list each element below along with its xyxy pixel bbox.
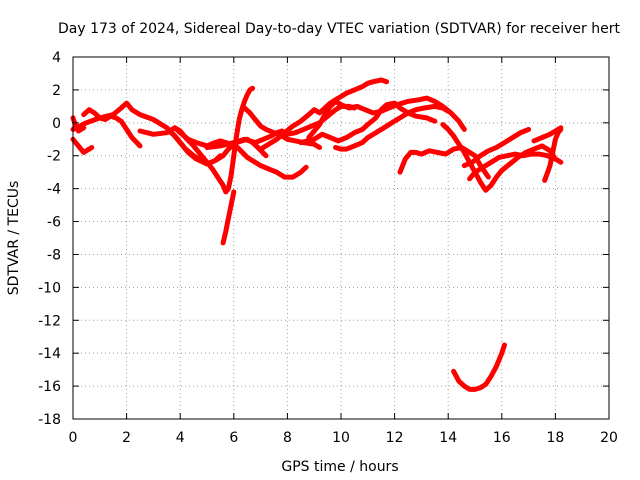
data-series-s17 — [467, 151, 564, 182]
data-series-s7 — [172, 85, 256, 195]
x-tick-label: 18 — [546, 430, 564, 446]
data-series-s21 — [451, 342, 507, 392]
x-tick-label: 6 — [229, 430, 238, 446]
chart-title: Day 173 of 2024, Sidereal Day-to-day VTE… — [58, 21, 620, 37]
data-series-s15 — [397, 145, 491, 180]
y-tick-label: -6 — [47, 215, 61, 231]
x-tick-label: 12 — [386, 430, 404, 446]
data-series-s20 — [542, 126, 564, 183]
x-tick-label: 4 — [176, 430, 185, 446]
y-tick-label: -12 — [38, 313, 61, 329]
data-series-s13 — [306, 95, 467, 141]
y-tick-label: -8 — [47, 247, 61, 263]
axis-ticks: 0 2 4 6 8 10 12 14 16 18 20-18-16-14-12-10-8-6-4-2… — [38, 50, 618, 446]
y-tick-label: 0 — [52, 116, 61, 132]
y-tick-label: -16 — [38, 379, 61, 395]
data-series-s1 — [70, 136, 95, 155]
y-tick-label: -14 — [38, 346, 61, 362]
y-tick-label: -10 — [38, 280, 61, 296]
x-axis-label: GPS time / hours — [281, 459, 398, 475]
x-tick-label: 2 — [122, 430, 131, 446]
data-series-s10 — [204, 103, 357, 150]
data-traces — [70, 77, 564, 392]
y-tick-label: -4 — [47, 182, 61, 198]
x-tick-label: 8 — [283, 430, 292, 446]
grid-lines — [73, 57, 609, 419]
x-tick-label: 10 — [332, 430, 350, 446]
y-tick-label: 2 — [52, 83, 61, 99]
y-tick-label: -18 — [38, 412, 61, 428]
data-series-s18 — [461, 126, 532, 169]
x-tick-label: 16 — [493, 430, 511, 446]
x-tick-label: 20 — [600, 430, 618, 446]
x-tick-label: 14 — [439, 430, 457, 446]
data-series-s14 — [333, 103, 451, 152]
y-tick-label: -2 — [47, 149, 61, 165]
data-series-s11 — [258, 77, 390, 152]
y-tick-label: 4 — [52, 50, 61, 66]
data-series-s16 — [440, 122, 558, 193]
data-series-s8 — [220, 189, 237, 246]
y-axis-label: SDTVAR / TECUs — [6, 181, 22, 296]
x-tick-label: 0 — [69, 430, 78, 446]
